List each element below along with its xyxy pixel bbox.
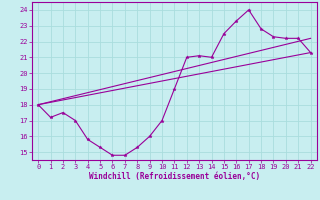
X-axis label: Windchill (Refroidissement éolien,°C): Windchill (Refroidissement éolien,°C) [89,172,260,181]
